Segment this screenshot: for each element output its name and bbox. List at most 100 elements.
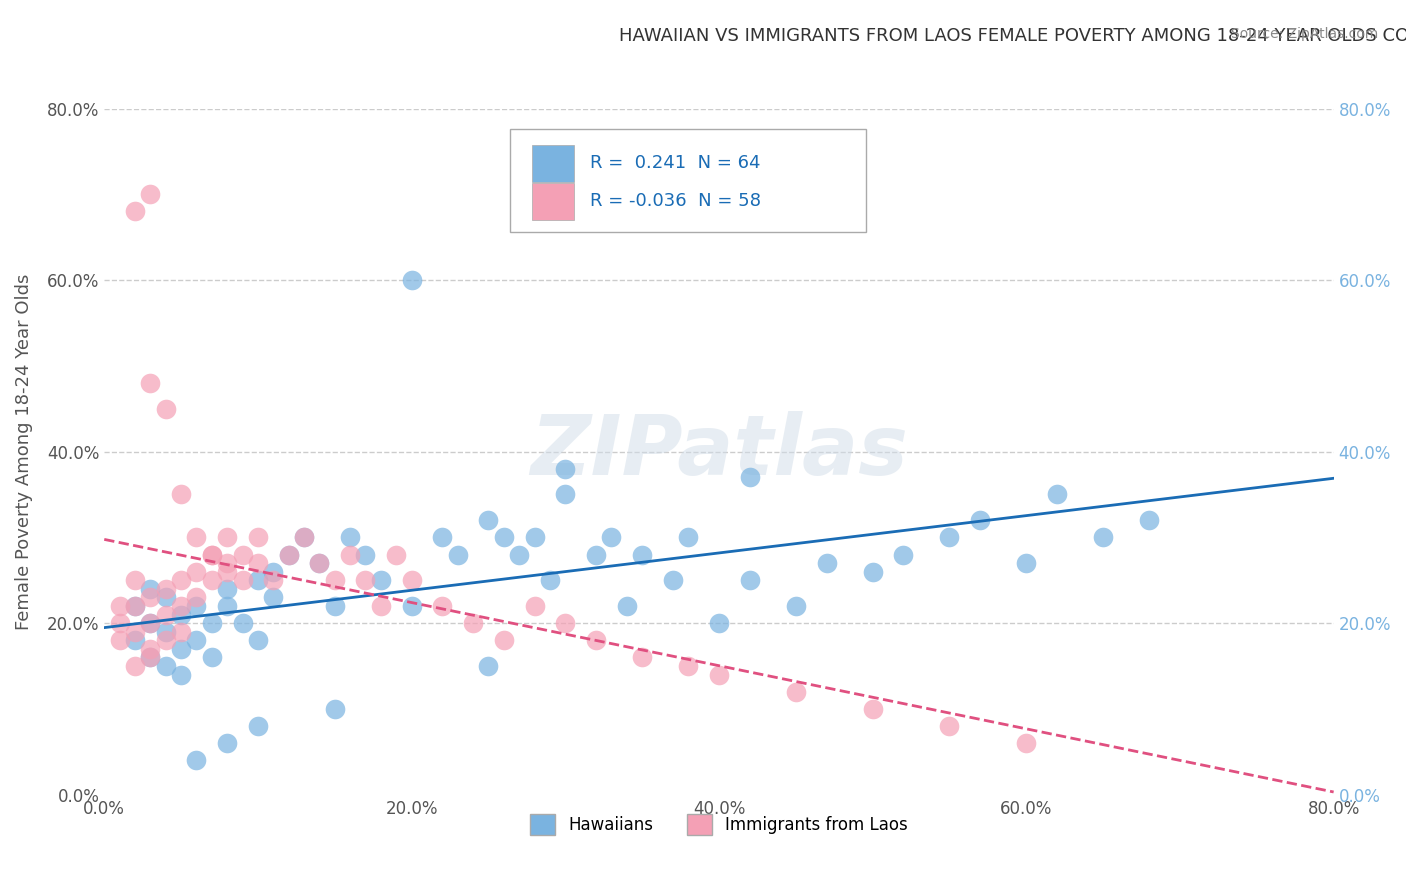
Point (217, 556, 239, 570)
Point (738, 574, 761, 588)
Point (492, 633, 515, 648)
Point (139, 650, 162, 665)
Point (738, 470, 761, 484)
Point (277, 548, 299, 562)
Point (246, 574, 269, 588)
Point (432, 599, 454, 613)
Point (631, 548, 654, 562)
Point (554, 616, 576, 631)
Text: ZIPatlas: ZIPatlas (530, 411, 908, 492)
Point (170, 574, 193, 588)
Point (201, 548, 224, 562)
Point (600, 530, 623, 544)
Point (186, 565, 208, 579)
Point (201, 574, 224, 588)
Point (585, 633, 607, 648)
Point (139, 616, 162, 631)
Point (155, 401, 177, 416)
Point (477, 513, 499, 527)
Point (139, 641, 162, 656)
Point (155, 607, 177, 622)
Point (201, 650, 224, 665)
Point (186, 591, 208, 605)
Text: Source: ZipAtlas.com: Source: ZipAtlas.com (1230, 27, 1378, 41)
Point (585, 548, 607, 562)
Point (432, 530, 454, 544)
FancyBboxPatch shape (531, 183, 574, 219)
Point (323, 702, 346, 716)
Point (354, 548, 377, 562)
FancyBboxPatch shape (531, 145, 574, 182)
Point (139, 187, 162, 202)
Point (201, 616, 224, 631)
Point (707, 667, 730, 681)
Point (155, 633, 177, 648)
Point (292, 530, 315, 544)
Point (124, 204, 146, 219)
Point (108, 633, 131, 648)
Point (308, 556, 330, 570)
Point (523, 530, 546, 544)
Point (217, 736, 239, 750)
Point (785, 685, 807, 699)
Point (292, 530, 315, 544)
Point (1046, 487, 1069, 501)
Point (447, 548, 470, 562)
Point (108, 616, 131, 631)
Text: R =  0.241  N = 64: R = 0.241 N = 64 (591, 154, 761, 172)
Point (401, 273, 423, 287)
Point (170, 487, 193, 501)
Point (217, 599, 239, 613)
Point (477, 659, 499, 673)
Point (938, 719, 960, 733)
Point (662, 574, 685, 588)
Point (232, 548, 254, 562)
Point (523, 599, 546, 613)
Point (891, 548, 914, 562)
Point (862, 565, 884, 579)
Point (1015, 556, 1038, 570)
Legend: Hawaiians, Immigrants from Laos: Hawaiians, Immigrants from Laos (523, 807, 914, 841)
Point (155, 659, 177, 673)
Point (262, 574, 284, 588)
Point (385, 548, 408, 562)
Point (862, 702, 884, 716)
Point (124, 599, 146, 613)
Point (354, 574, 377, 588)
Point (508, 548, 530, 562)
Point (232, 616, 254, 631)
Text: HAWAIIAN VS IMMIGRANTS FROM LAOS FEMALE POVERTY AMONG 18-24 YEAR OLDS CORRELATIO: HAWAIIAN VS IMMIGRANTS FROM LAOS FEMALE … (619, 27, 1406, 45)
Point (707, 616, 730, 631)
Y-axis label: Female Poverty Among 18-24 Year Olds: Female Poverty Among 18-24 Year Olds (15, 274, 32, 630)
Point (155, 582, 177, 596)
Point (155, 591, 177, 605)
Point (538, 574, 561, 588)
Point (370, 574, 392, 588)
Point (139, 650, 162, 665)
Point (217, 530, 239, 544)
Point (1015, 736, 1038, 750)
Point (139, 591, 162, 605)
Point (186, 633, 208, 648)
Point (217, 565, 239, 579)
Point (186, 753, 208, 767)
Point (124, 599, 146, 613)
Point (1137, 513, 1160, 527)
Point (170, 599, 193, 613)
Point (246, 530, 269, 544)
Point (262, 565, 284, 579)
Point (277, 548, 299, 562)
Point (339, 548, 361, 562)
Point (401, 599, 423, 613)
Point (815, 556, 838, 570)
Point (1092, 530, 1115, 544)
Point (461, 616, 484, 631)
Point (170, 607, 193, 622)
Point (631, 650, 654, 665)
Point (554, 487, 576, 501)
Point (246, 556, 269, 570)
Point (139, 616, 162, 631)
Point (554, 462, 576, 476)
Point (785, 599, 807, 613)
Point (201, 548, 224, 562)
